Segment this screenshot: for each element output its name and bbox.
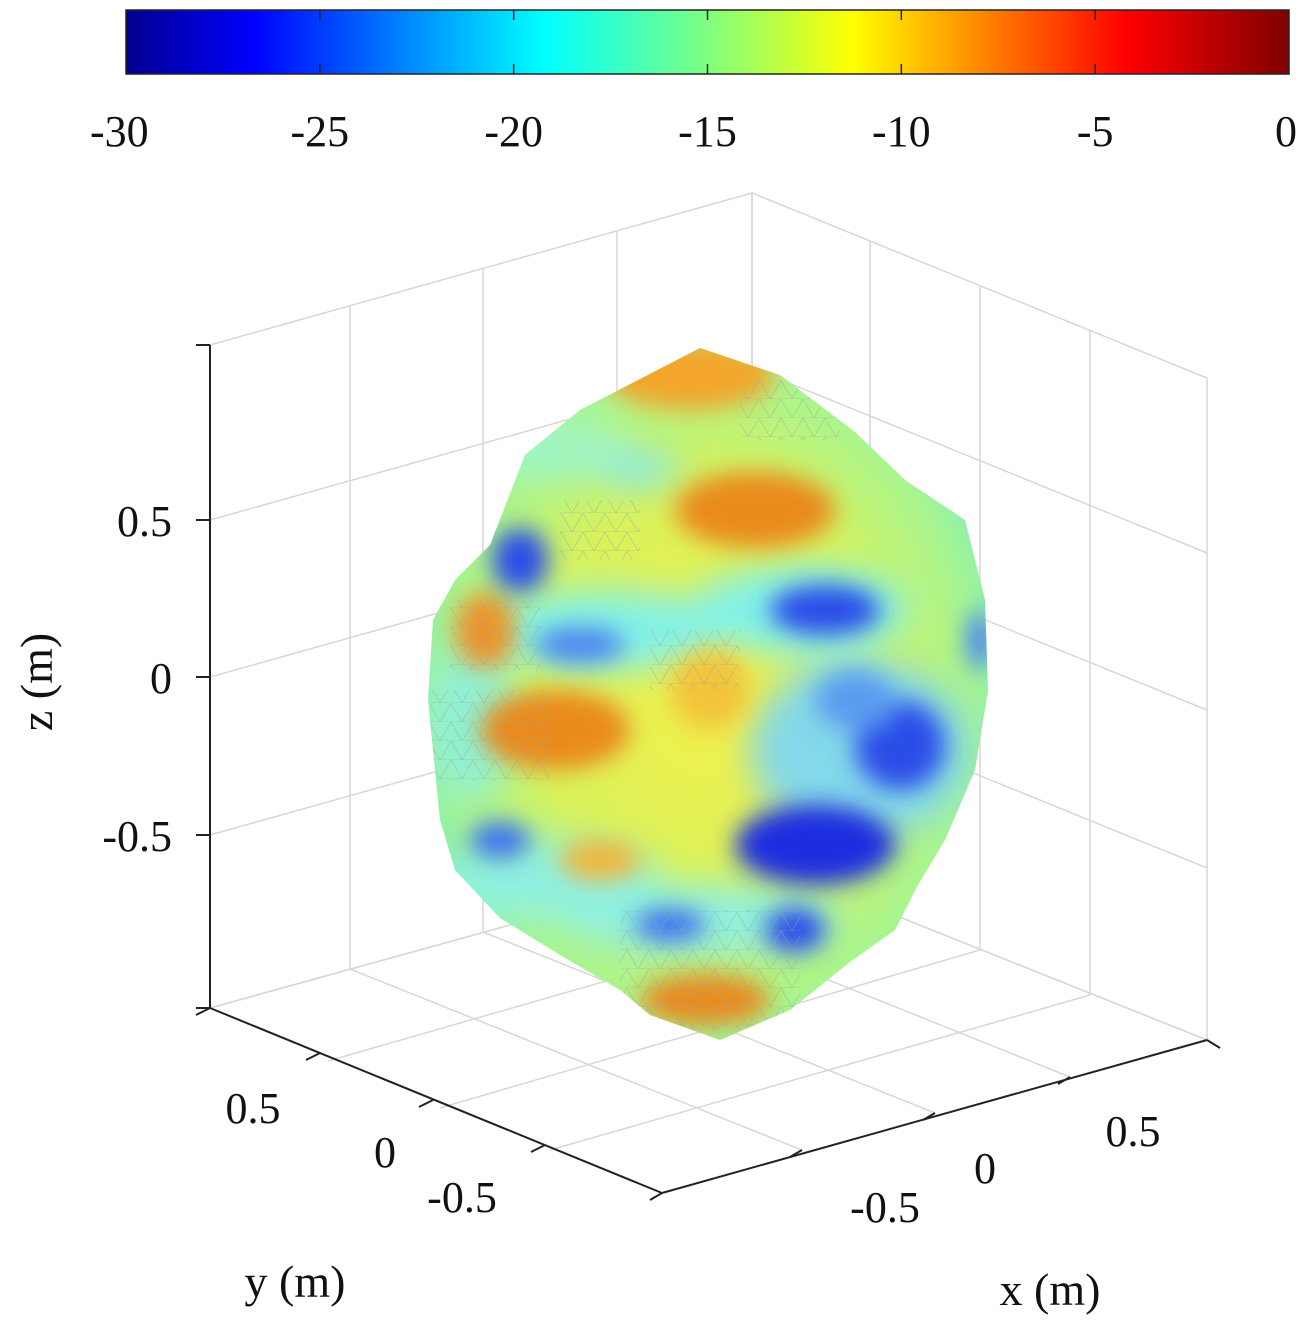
x-tick (649, 1192, 663, 1201)
z-tick-label: 0 (150, 654, 172, 703)
colorbar-tick-label: -20 (484, 107, 543, 156)
colorbar: -30 -25 -20 -15 -10 -5 0 (90, 9, 1297, 156)
x-tick (1206, 1039, 1221, 1049)
x-tick-label: 0.5 (1106, 1107, 1161, 1156)
x-tick (789, 1149, 803, 1158)
z-tick-label: 0.5 (117, 497, 172, 546)
surface-body (428, 348, 988, 1040)
colorbar-tick-label: -30 (90, 107, 149, 156)
y-axis-title: y (m) (245, 1256, 346, 1307)
y-tick-labels: 0.5 0 -0.5 (226, 1084, 497, 1222)
y-tick (418, 1099, 434, 1108)
colorbar-tick-label: 0 (1275, 107, 1297, 156)
x-tick-label: -0.5 (850, 1183, 920, 1232)
x-tick-labels: -0.5 0 0.5 (850, 1107, 1160, 1232)
y-tick (305, 1052, 321, 1061)
z-tick-label: -0.5 (102, 812, 172, 861)
colorbar-tick-label: -25 (291, 107, 350, 156)
x-axis-line (661, 1039, 1208, 1194)
axis-lines (195, 344, 1221, 1201)
z-tick-labels: 0.5 0 -0.5 (102, 497, 172, 861)
x-tick (922, 1112, 936, 1121)
y-tick (195, 1007, 211, 1016)
color-patch (492, 528, 548, 592)
y-axis-line (209, 1007, 663, 1194)
y-tick-label: 0.5 (226, 1084, 281, 1133)
x-tick-label: 0 (974, 1144, 996, 1193)
x-tick (1057, 1076, 1071, 1085)
z-axis-title: z (m) (11, 633, 62, 731)
color-patch (675, 472, 835, 548)
color-patch (535, 627, 625, 663)
y-tick-label: 0 (374, 1128, 396, 1177)
colorbar-tick-label: -15 (678, 107, 737, 156)
colorbar-tick-labels: -30 -25 -20 -15 -10 -5 0 (90, 107, 1297, 156)
colorbar-bar (125, 9, 1290, 75)
x-axis-title: x (m) (1000, 1264, 1101, 1315)
y-tick (530, 1144, 546, 1153)
colorbar-tick-label: -5 (1077, 107, 1114, 156)
colorbar-ticks (319, 10, 1096, 74)
color-patch (735, 805, 895, 885)
colorbar-tick-label: -10 (872, 107, 931, 156)
y-tick-label: -0.5 (427, 1173, 497, 1222)
color-patch (770, 585, 880, 635)
